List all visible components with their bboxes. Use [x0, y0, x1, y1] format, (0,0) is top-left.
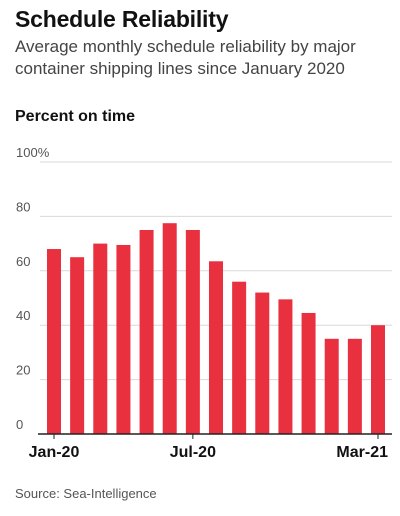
- bar: [278, 299, 293, 434]
- bar: [116, 244, 131, 434]
- bar: [324, 338, 339, 434]
- bar: [232, 281, 247, 434]
- chart-title: Schedule Reliability: [15, 6, 229, 32]
- y-tick-label: 40: [16, 308, 30, 323]
- chart-subtitle: Average monthly schedule reliability by …: [15, 37, 356, 78]
- bar: [70, 257, 85, 434]
- source-note: Source: Sea-Intelligence: [15, 486, 157, 501]
- y-tick-label: 80: [16, 199, 30, 214]
- bar: [301, 312, 316, 434]
- bar: [185, 230, 200, 434]
- bar: [209, 261, 223, 434]
- y-tick-label: 60: [16, 254, 30, 269]
- bar: [371, 325, 385, 434]
- y-tick-label: 100%: [16, 145, 50, 160]
- bar: [162, 223, 177, 434]
- x-tick-label: Jan-20: [29, 444, 80, 461]
- x-tick-label: Jul-20: [170, 444, 216, 461]
- y-axis-unit-label: Percent on time: [15, 108, 136, 125]
- bar: [255, 292, 270, 434]
- bar: [347, 338, 362, 434]
- bar-chart: 0 20 40 60 80 100% Jan-20 Jul-20 Mar-21: [16, 145, 392, 461]
- y-tick-label: 0: [16, 417, 23, 432]
- x-tick-label: Mar-21: [336, 444, 388, 461]
- y-tick-label: 20: [16, 363, 30, 378]
- bar: [139, 230, 154, 434]
- bar: [47, 249, 61, 434]
- bar: [93, 243, 108, 434]
